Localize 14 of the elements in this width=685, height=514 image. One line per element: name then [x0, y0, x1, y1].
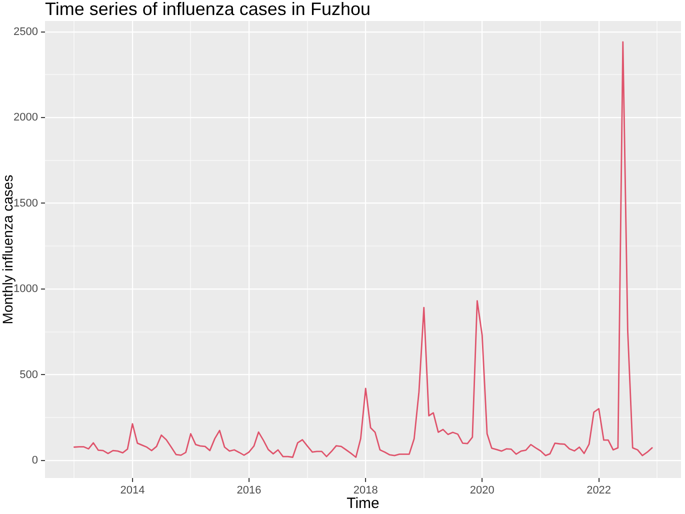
y-tick-label: 0 — [32, 454, 38, 467]
x-axis-title: Time — [346, 495, 380, 512]
y-tick-label: 2500 — [14, 26, 38, 38]
x-tick-label: 2016 — [236, 484, 262, 497]
y-tick-label: 500 — [20, 368, 38, 381]
y-axis-title: Monthly influenza cases — [0, 174, 16, 324]
x-tick-label: 2018 — [353, 484, 378, 497]
x-tick-label: 2014 — [120, 484, 145, 497]
x-tick-label: 2020 — [470, 484, 494, 497]
x-tick-label: 2022 — [586, 484, 612, 497]
y-tick-label: 1000 — [14, 283, 38, 296]
y-tick-label: 1500 — [14, 197, 38, 210]
y-tick-label: 2000 — [14, 112, 38, 124]
chart-title: Time series of influenza cases in Fuzhou — [45, 0, 370, 19]
